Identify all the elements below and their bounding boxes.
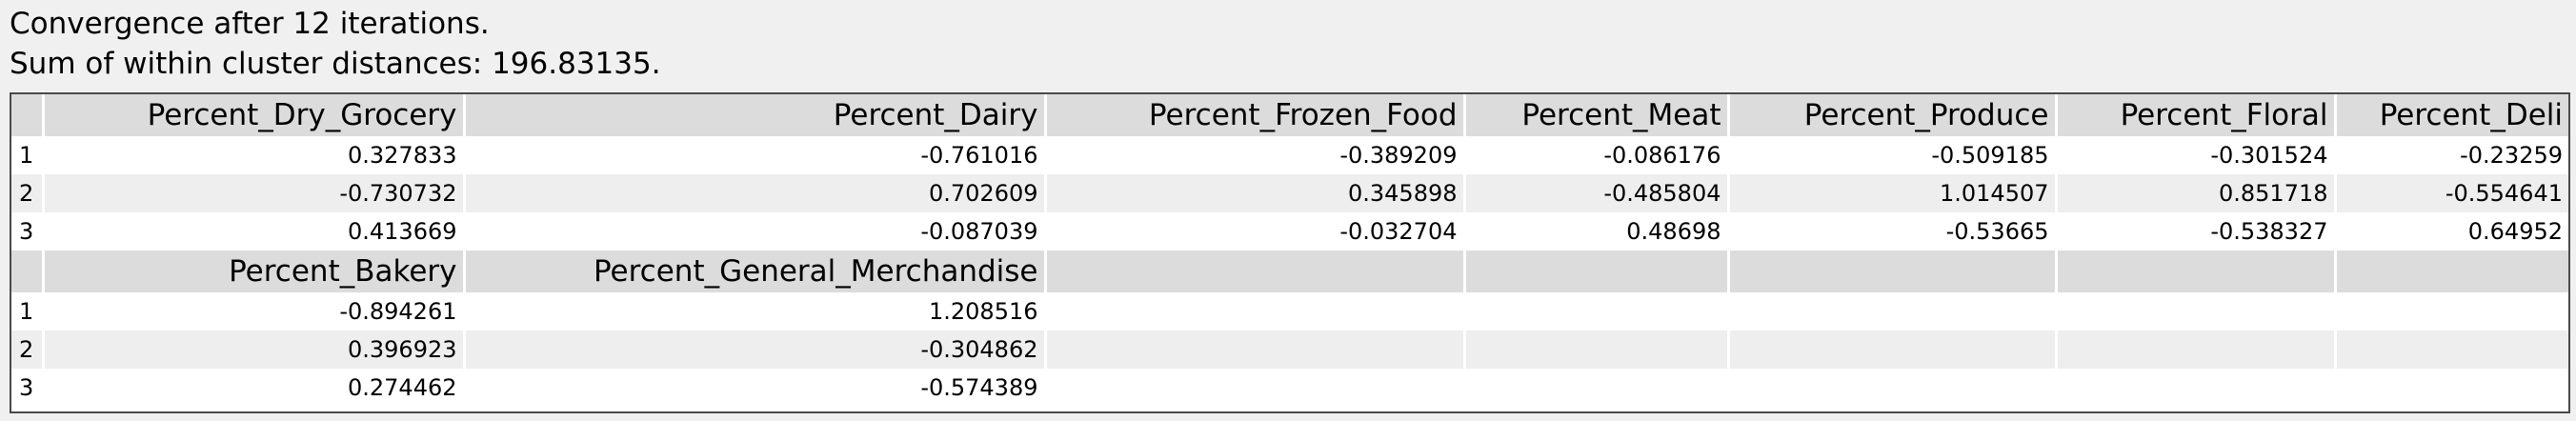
distance-text: Sum of within cluster distances: 196.831… <box>10 47 661 81</box>
table-cell: -0.509185 <box>1728 136 2058 174</box>
cluster-centers-grid: Percent_Dry_Grocery Percent_Dairy Percen… <box>11 94 2568 407</box>
empty-cell <box>1728 292 2058 331</box>
column-header: Percent_Dairy <box>464 94 1047 136</box>
table-cell: 0.64952 <box>2335 212 2568 251</box>
table-row: 3 0.413669 -0.087039 -0.032704 0.48698 -… <box>11 212 2568 251</box>
row-index: 1 <box>11 292 45 331</box>
empty-header-cell <box>1045 251 1466 292</box>
empty-cell <box>2056 369 2337 407</box>
empty-cell <box>2056 331 2337 369</box>
table-cell: -0.730732 <box>43 174 466 212</box>
empty-cell <box>1464 292 1730 331</box>
table-row: 2 -0.730732 0.702609 0.345898 -0.485804 … <box>11 174 2568 212</box>
table-cell: -0.554641 <box>2335 174 2568 212</box>
table-row: 3 0.274462 -0.574389 <box>11 369 2568 407</box>
empty-cell <box>2335 292 2568 331</box>
convergence-text: Convergence after 12 iterations. <box>10 7 490 41</box>
table-cell: 0.345898 <box>1045 174 1466 212</box>
index-header <box>11 251 45 292</box>
table-cell: 0.702609 <box>464 174 1047 212</box>
table-cell: 0.851718 <box>2056 174 2337 212</box>
table-cell: -0.53665 <box>1728 212 2058 251</box>
table-cell: -0.538327 <box>2056 212 2337 251</box>
row-index: 2 <box>11 331 45 369</box>
table-cell: -0.761016 <box>464 136 1047 174</box>
row-index: 3 <box>11 212 45 251</box>
header-row: Percent_Dry_Grocery Percent_Dairy Percen… <box>11 94 2568 136</box>
empty-cell <box>2056 292 2337 331</box>
row-index: 3 <box>11 369 45 407</box>
table-cell: 0.396923 <box>43 331 466 369</box>
empty-cell <box>1728 331 2058 369</box>
column-header: Percent_General_Merchandise <box>464 251 1047 292</box>
table-cell: -0.389209 <box>1045 136 1466 174</box>
table-cell: -0.23259 <box>2335 136 2568 174</box>
table-cell: -0.574389 <box>464 369 1047 407</box>
table-cell: 0.413669 <box>43 212 466 251</box>
table-cell: -0.032704 <box>1045 212 1466 251</box>
table-row: 2 0.396923 -0.304862 <box>11 331 2568 369</box>
table-cell: 0.327833 <box>43 136 466 174</box>
table-cell: 0.48698 <box>1464 212 1730 251</box>
empty-cell <box>1045 369 1466 407</box>
column-header: Percent_Deli <box>2335 94 2568 136</box>
table-cell: -0.087039 <box>464 212 1047 251</box>
index-header <box>11 94 45 136</box>
empty-cell <box>1464 331 1730 369</box>
empty-header-cell <box>1728 251 2058 292</box>
empty-cell <box>1045 292 1466 331</box>
row-index: 1 <box>11 136 45 174</box>
empty-header-cell <box>2056 251 2337 292</box>
table-cell: -0.304862 <box>464 331 1047 369</box>
empty-cell <box>1728 369 2058 407</box>
header-row: Percent_Bakery Percent_General_Merchandi… <box>11 251 2568 292</box>
column-header: Percent_Produce <box>1728 94 2058 136</box>
column-header: Percent_Floral <box>2056 94 2337 136</box>
table-cell: -0.894261 <box>43 292 466 331</box>
column-header: Percent_Dry_Grocery <box>43 94 466 136</box>
column-header: Percent_Frozen_Food <box>1045 94 1466 136</box>
empty-header-cell <box>1464 251 1730 292</box>
cluster-centers-table: Percent_Dry_Grocery Percent_Dairy Percen… <box>10 92 2570 413</box>
table-row: 1 -0.894261 1.208516 <box>11 292 2568 331</box>
table-cell: -0.301524 <box>2056 136 2337 174</box>
row-index: 2 <box>11 174 45 212</box>
empty-cell <box>1045 331 1466 369</box>
empty-header-cell <box>2335 251 2568 292</box>
empty-cell <box>2335 369 2568 407</box>
table-cell: -0.086176 <box>1464 136 1730 174</box>
table-cell: 1.208516 <box>464 292 1047 331</box>
column-header: Percent_Meat <box>1464 94 1730 136</box>
empty-cell <box>1464 369 1730 407</box>
table-cell: -0.485804 <box>1464 174 1730 212</box>
table-cell: 1.014507 <box>1728 174 2058 212</box>
table-cell: 0.274462 <box>43 369 466 407</box>
empty-cell <box>2335 331 2568 369</box>
table-row: 1 0.327833 -0.761016 -0.389209 -0.086176… <box>11 136 2568 174</box>
result-summary: Convergence after 12 iterations. Sum of … <box>10 4 661 84</box>
column-header: Percent_Bakery <box>43 251 466 292</box>
